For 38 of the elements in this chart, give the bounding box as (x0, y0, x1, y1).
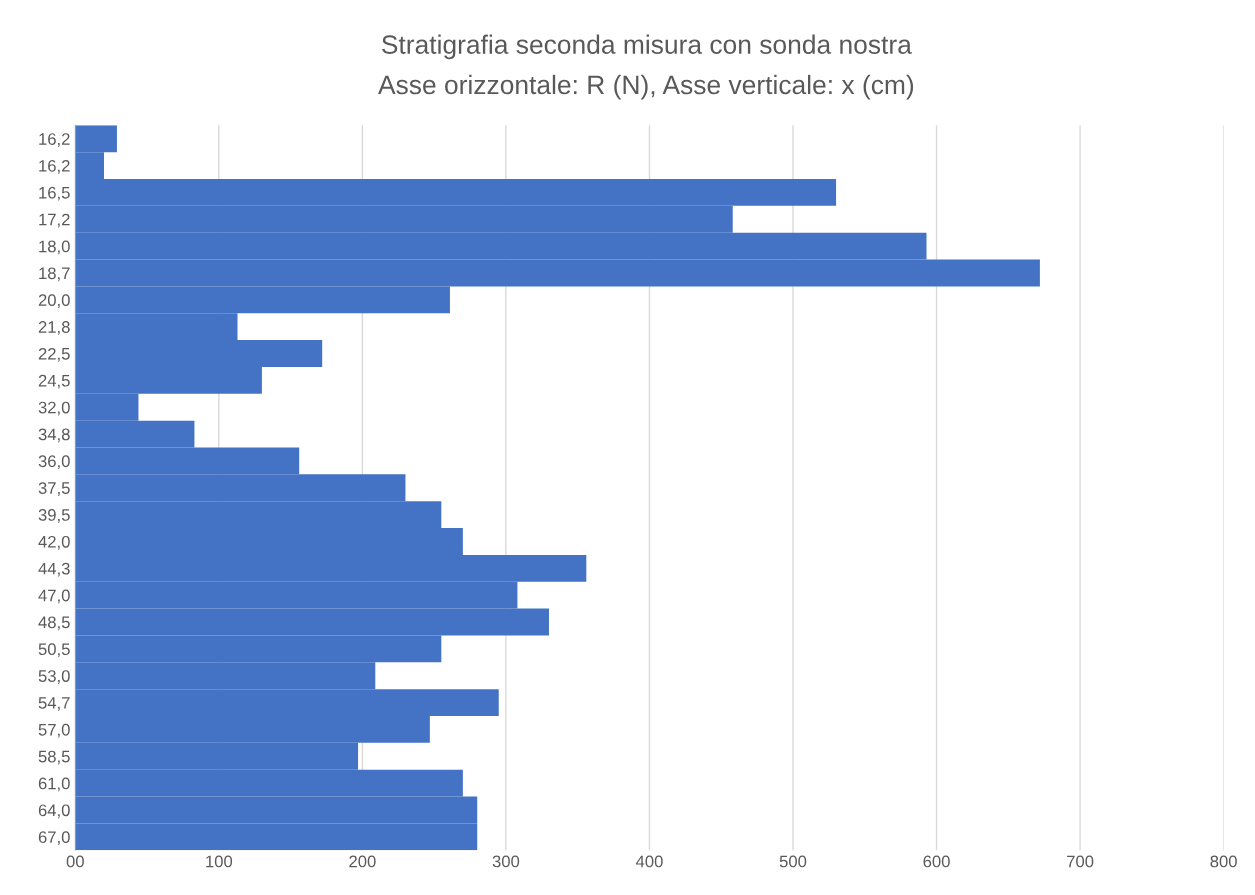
x-tick-label: 300 (492, 855, 520, 868)
y-tick-label: 18,7 (39, 267, 70, 282)
y-tick-label: 39,5 (38, 509, 70, 523)
y-tick-label: 17,2 (39, 213, 70, 228)
y-tick-label: 16,5 (39, 186, 70, 201)
y-tick-label: 24,5 (38, 374, 70, 389)
y-tick-label: 58,5 (38, 750, 70, 765)
y-tick-label: 36,0 (38, 455, 70, 470)
y-tick-label: 50,5 (38, 643, 70, 658)
x-tick-label: 100 (206, 855, 233, 868)
y-tick-label: 20,0 (38, 294, 70, 308)
y-tick-label: 54,7 (38, 697, 70, 711)
y-tick-label: 32,0 (38, 401, 70, 416)
y-tick-label: 44,3 (38, 562, 70, 577)
x-tick-label: 600 (923, 855, 950, 868)
y-tick-label: 21,8 (38, 321, 70, 335)
x-tick-label: 800 (1210, 855, 1237, 868)
x-tick-label: 00 (66, 855, 84, 868)
y-tick-label: 67,0 (38, 831, 70, 845)
x-tick-label: 500 (779, 855, 807, 868)
y-tick-label: 16,2 (39, 133, 70, 147)
y-tick-label: 64,0 (38, 804, 70, 819)
x-tick-label: 700 (1067, 855, 1094, 868)
y-tick-label: 16,2 (39, 159, 70, 174)
y-tick-label: 48,5 (38, 616, 70, 631)
y-tick-label: 47,0 (38, 589, 70, 604)
y-tick-label: 22,5 (38, 347, 70, 362)
y-tick-label: 34,8 (38, 428, 70, 443)
y-tick-label: 61,0 (38, 777, 70, 792)
y-tick-label: 42,0 (38, 535, 70, 550)
y-tick-label: 53,0 (38, 670, 70, 684)
y-tick-label: 57,0 (38, 723, 70, 738)
chart-subtitle: Asse orizzontale: R (N), Asse verticale: x (cm) (378, 74, 914, 100)
y-tick-label: 18,0 (39, 240, 70, 255)
chart-title: Stratigrafia seconda misura con sonda nostra (382, 34, 912, 60)
x-tick-label: 400 (635, 855, 663, 868)
y-tick-label: 37,5 (38, 482, 70, 496)
x-tick-label: 200 (349, 855, 376, 868)
